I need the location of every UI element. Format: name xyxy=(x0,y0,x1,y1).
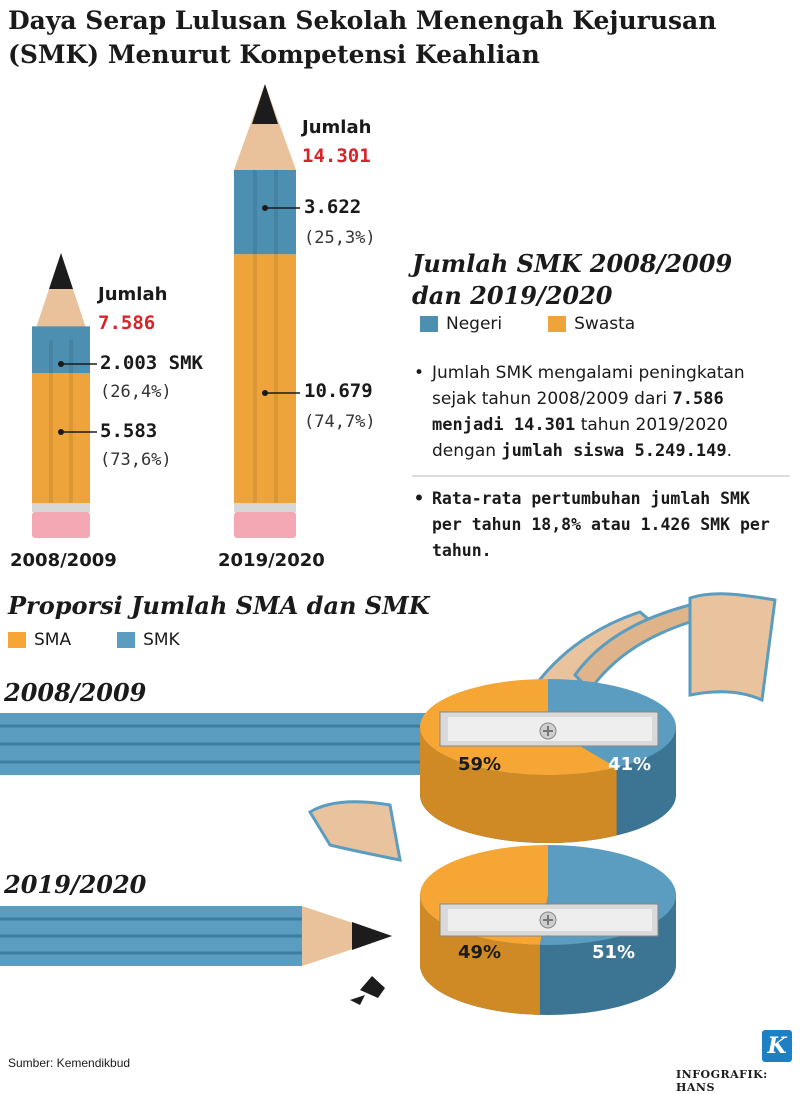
bullet-2-text: Rata-rata pertumbuhan jumlah SMK per tah… xyxy=(432,489,770,560)
pie-chart-2019 xyxy=(420,845,677,1015)
smk-title-line-2: dan 2019/2020 xyxy=(412,281,613,310)
legend-label-smk: SMK xyxy=(143,630,180,650)
bullet-pertumbuhan: • Rata-rata pertumbuhan jumlah SMK per ta… xyxy=(414,486,784,564)
swasta-value-2019: 10.679 xyxy=(304,380,373,402)
pencil-lead-2008 xyxy=(49,253,73,289)
jumlah-label-2008: Jumlah xyxy=(98,284,168,305)
negeri-value-2019: 3.622 xyxy=(304,196,362,218)
source-note: Sumber: Kemendikbud xyxy=(8,1056,131,1070)
pencil-lead-2019 xyxy=(252,84,278,124)
bar-swasta-2019 xyxy=(234,254,296,503)
legend-swatch-sma xyxy=(8,632,26,648)
pie-side-sma-2019 xyxy=(420,895,540,1015)
negeri-value-2008: 2.003 SMK xyxy=(100,352,203,374)
smk-section-title: Jumlah SMK 2008/2009 dan 2019/2020 xyxy=(412,248,732,312)
pencil-tip-horizontal xyxy=(302,906,392,966)
legend-label-swasta: Swasta xyxy=(574,314,636,334)
pie-label-smk-2019: 51% xyxy=(592,942,636,963)
pencil-tip-2019 xyxy=(234,84,296,170)
proporsi-section-title: Proporsi Jumlah SMA dan SMK xyxy=(8,591,430,620)
page-title: Daya Serap Lulusan Sekolah Menengah Keju… xyxy=(8,4,788,72)
swasta-pct-2019: (74,7%) xyxy=(304,412,376,432)
bullet-peningkatan: • Jumlah SMK mengalami peningkatan sejak … xyxy=(414,360,784,464)
jumlah-label-2019: Jumlah xyxy=(302,117,372,138)
negeri-pct-2008: (26,4%) xyxy=(100,382,172,402)
legend-label-negeri: Negeri xyxy=(446,314,503,334)
pie-label-sma-2019: 49% xyxy=(458,942,502,963)
legend-negeri-swasta: Negeri Swasta xyxy=(420,314,635,334)
swasta-value-2008: 5.583 xyxy=(100,420,158,442)
bar-negeri-2019 xyxy=(234,170,296,255)
pie-label-sma-2008: 59% xyxy=(458,754,502,775)
pencil-lead-horizontal xyxy=(352,922,392,950)
year-label-2019: 2019/2020 xyxy=(218,550,325,571)
pencil-eraser-2019 xyxy=(234,512,296,538)
title-line-2: (SMK) Menurut Kompetensi Keahlian xyxy=(8,40,540,69)
pie-year-2019: 2019/2020 xyxy=(4,870,147,899)
legend-swatch-smk xyxy=(117,632,136,648)
pencil-shavings xyxy=(307,592,777,1005)
pie-label-smk-2008: 41% xyxy=(608,754,652,775)
title-line-1: Daya Serap Lulusan Sekolah Menengah Keju… xyxy=(8,6,717,35)
pencil-ferrule-2008 xyxy=(32,503,90,512)
legend-swatch-swasta xyxy=(548,316,567,332)
pencil-tip-2008 xyxy=(32,253,90,340)
legend-sma-smk: SMA SMK xyxy=(8,630,180,650)
pencil-bar-2019 xyxy=(234,84,300,538)
pencil-bar-2008 xyxy=(32,253,97,538)
pencil-ferrule-2019 xyxy=(234,503,296,512)
credit-note: INFOGRAFIK: HANS xyxy=(676,1068,768,1094)
bar-swasta-2008 xyxy=(32,372,90,503)
smk-title-line-1: Jumlah SMK 2008/2009 xyxy=(412,249,733,278)
pencil-horizontal-2008 xyxy=(0,713,440,775)
total-2019: 14.301 xyxy=(302,145,371,167)
bullet-1-text: Jumlah SMK mengalami peningkatan sejak t… xyxy=(432,363,745,461)
legend-swatch-negeri xyxy=(420,316,438,332)
total-2008: 7.586 xyxy=(98,312,156,334)
logo-k: K xyxy=(762,1030,792,1062)
swasta-pct-2008: (73,6%) xyxy=(100,450,172,470)
pie-year-2008: 2008/2009 xyxy=(4,678,147,707)
pie-side-sma-2008 xyxy=(420,727,617,843)
pencil-horizontal-2019 xyxy=(0,906,392,966)
pie-chart-2008 xyxy=(419,679,676,843)
year-label-2008: 2008/2009 xyxy=(10,550,117,571)
negeri-pct-2019: (25,3%) xyxy=(304,228,376,248)
pencil-eraser-2008 xyxy=(32,512,90,538)
legend-label-sma: SMA xyxy=(34,630,72,650)
